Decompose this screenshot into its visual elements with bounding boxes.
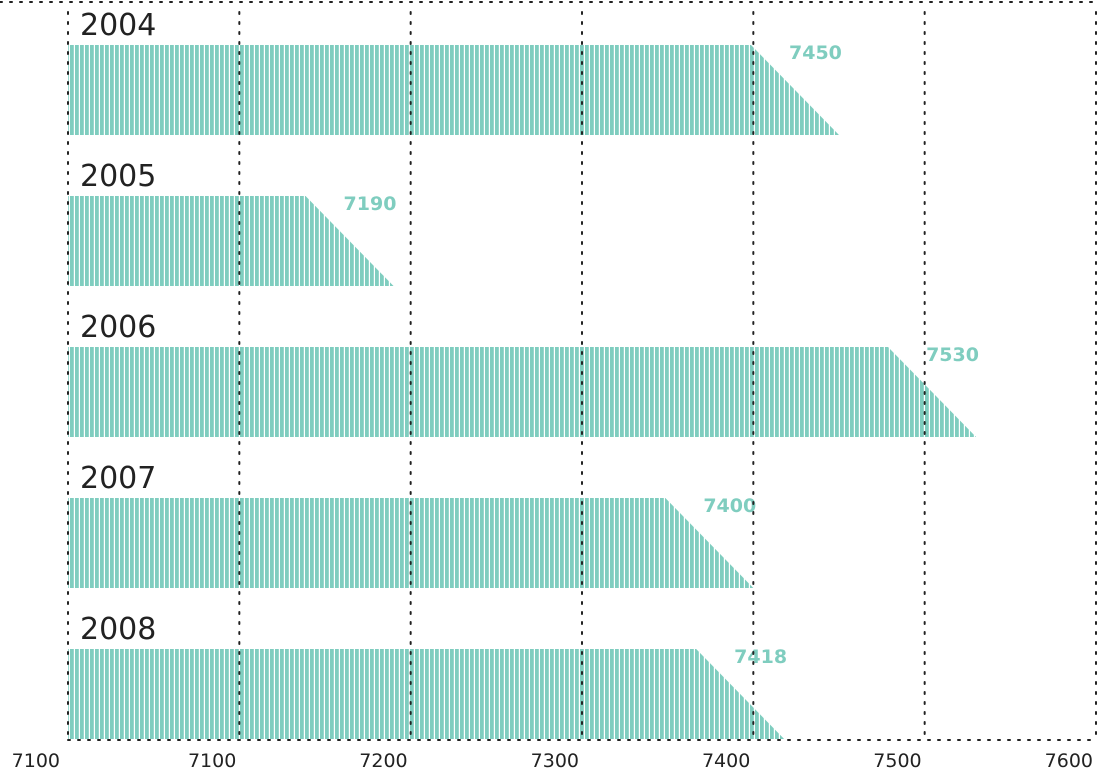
year-label: 2007: [80, 461, 156, 496]
bar: [68, 45, 839, 135]
year-label: 2005: [80, 159, 156, 194]
value-label: 7530: [926, 344, 979, 366]
bar: [68, 196, 394, 286]
x-tick-label: 7400: [702, 750, 750, 772]
x-tick-label: 7600: [1045, 750, 1093, 772]
value-label: 7450: [789, 42, 842, 64]
bar: [68, 649, 785, 739]
value-label: 7400: [703, 495, 756, 517]
value-label: 7190: [344, 193, 397, 215]
year-label: 2008: [80, 612, 156, 647]
value-label: 7418: [734, 646, 787, 668]
year-label: 2004: [80, 8, 156, 43]
x-tick-label: 7100: [188, 750, 236, 772]
x-tick-label: 7500: [873, 750, 921, 772]
x-tick-label: 7200: [359, 750, 407, 772]
x-tick-label: 7100: [12, 750, 60, 772]
x-tick-label: 7300: [531, 750, 579, 772]
year-label: 2006: [80, 310, 156, 345]
bar: [68, 347, 977, 437]
